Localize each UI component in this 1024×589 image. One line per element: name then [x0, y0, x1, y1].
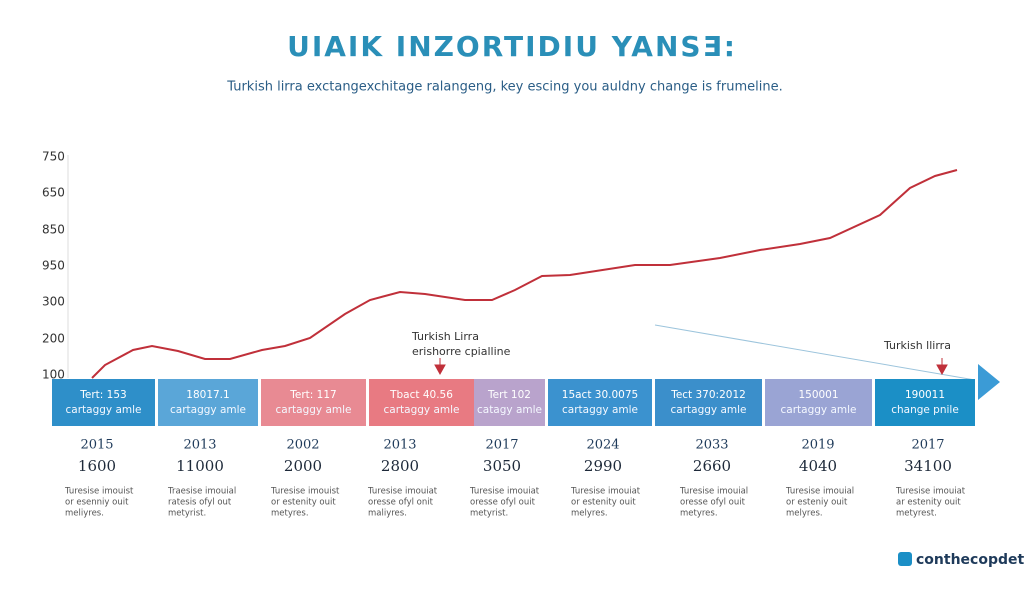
- timeline-text: cartaggy amle: [562, 404, 638, 416]
- timeline-text: cartaggy amle: [671, 404, 747, 416]
- timeline-box: [765, 379, 872, 426]
- year: 2017: [911, 438, 944, 453]
- description: metyrist.: [470, 509, 508, 519]
- description: Turesise imouial: [679, 487, 748, 497]
- description: oresse ofyl ouit: [680, 498, 746, 508]
- year: 2013: [383, 438, 416, 453]
- timeline-box: [369, 379, 474, 426]
- description: Turesise imouist: [270, 487, 340, 497]
- value: 4040: [799, 457, 837, 475]
- axis-label: 300: [42, 295, 65, 309]
- value: 3050: [483, 457, 521, 475]
- timeline-text: 18017.1: [186, 389, 229, 401]
- timeline-text: cartaggy amle: [66, 404, 142, 416]
- description: metyres.: [680, 509, 718, 519]
- arrow: [936, 358, 948, 376]
- timeline-text: change pnile: [891, 404, 959, 416]
- annotation: Turkish Lirra: [411, 330, 479, 343]
- year: 2017: [485, 438, 518, 453]
- description: metyres.: [271, 509, 309, 519]
- description: Turesise imouiat: [570, 487, 641, 497]
- timeline-text: Tect 370:2012: [670, 389, 746, 401]
- value: 2000: [284, 457, 322, 475]
- description: or esenniy ouit: [65, 498, 129, 508]
- description: meliyres.: [65, 509, 104, 519]
- description: Turesise imouiat: [367, 487, 438, 497]
- description: Turesise imouiat: [469, 487, 540, 497]
- timeline-text: cartaggy amle: [170, 404, 246, 416]
- timeline-text: cartaggy amle: [276, 404, 352, 416]
- axis-label: 750: [42, 150, 65, 164]
- description: metyrest.: [896, 509, 937, 519]
- description: oresse ofyl ouit: [470, 498, 536, 508]
- description: Turesise imouial: [785, 487, 854, 497]
- trend-line: [654, 324, 976, 381]
- description: melyres.: [571, 509, 608, 519]
- annotation: erishorre cpialline: [412, 345, 511, 358]
- timeline-box: [261, 379, 366, 426]
- description: metyrist.: [168, 509, 206, 519]
- content: 750 650 850 950 300 200 100 Turkish Lirra erisho…: [42, 150, 975, 519]
- timeline-box: [655, 379, 762, 426]
- annotation: Turkish llirra: [883, 339, 951, 352]
- value: 34100: [904, 457, 952, 475]
- timeline-text: 150001: [798, 389, 838, 401]
- timeline-arrow: [978, 364, 1000, 400]
- year: 2015: [80, 438, 113, 453]
- description: ar estenity ouit: [896, 498, 961, 508]
- value: 2990: [584, 457, 622, 475]
- description: oresse ofyl onit: [368, 498, 434, 508]
- description: Turesise imouist: [64, 487, 134, 497]
- timeline-box: [875, 379, 975, 426]
- timeline-box: [158, 379, 258, 426]
- description: ratesis ofyl out: [168, 498, 232, 508]
- year: 2002: [286, 438, 319, 453]
- value: 1600: [78, 457, 116, 475]
- subtitle: Turkish lirra exctangexchitage ralangeng…: [226, 80, 782, 95]
- description: or estenity ouit: [271, 498, 336, 508]
- timeline-box: [548, 379, 652, 426]
- brand: conthecopdet: [916, 552, 1024, 568]
- timeline-text: 190011: [905, 389, 945, 401]
- trend-curve: [91, 169, 958, 379]
- timeline-text: Tert: 117: [289, 389, 336, 401]
- timeline-text: cartaggy amle: [781, 404, 857, 416]
- axis-label: 200: [42, 332, 65, 346]
- year: 2019: [801, 438, 834, 453]
- year: 2033: [695, 438, 728, 453]
- timeline-text: Tert: 153: [79, 389, 126, 401]
- timeline-text: cartaggy amle: [384, 404, 460, 416]
- value: 2800: [381, 457, 419, 475]
- value: 11000: [176, 457, 224, 475]
- description: or esteniy ouit: [786, 498, 848, 508]
- axis-label: 100: [42, 368, 65, 382]
- timeline-text: 15act 30.0075: [562, 389, 638, 401]
- year: 2013: [183, 438, 216, 453]
- description: or estenity ouit: [571, 498, 636, 508]
- timeline-text: Tert 102: [487, 389, 531, 401]
- timeline-box: [52, 379, 155, 426]
- description: Traesise imouial: [167, 487, 236, 497]
- arrow: [434, 358, 446, 376]
- value: 2660: [693, 457, 731, 475]
- description: Turesise imouiat: [895, 487, 966, 497]
- timeline-text: catagy amle: [477, 404, 542, 416]
- description: melyres.: [786, 509, 823, 519]
- title: UIAIK INZORTIDIU YANSƎ:: [287, 30, 737, 63]
- timeline-text: Tbact 40.56: [389, 389, 453, 401]
- axis-label: 950: [42, 259, 65, 273]
- brand-icon: [898, 552, 912, 566]
- timeline-box: [474, 379, 545, 426]
- axis-label: 850: [42, 223, 65, 237]
- description: maliyres.: [368, 509, 407, 519]
- year: 2024: [586, 438, 619, 453]
- axis-label: 650: [42, 186, 65, 200]
